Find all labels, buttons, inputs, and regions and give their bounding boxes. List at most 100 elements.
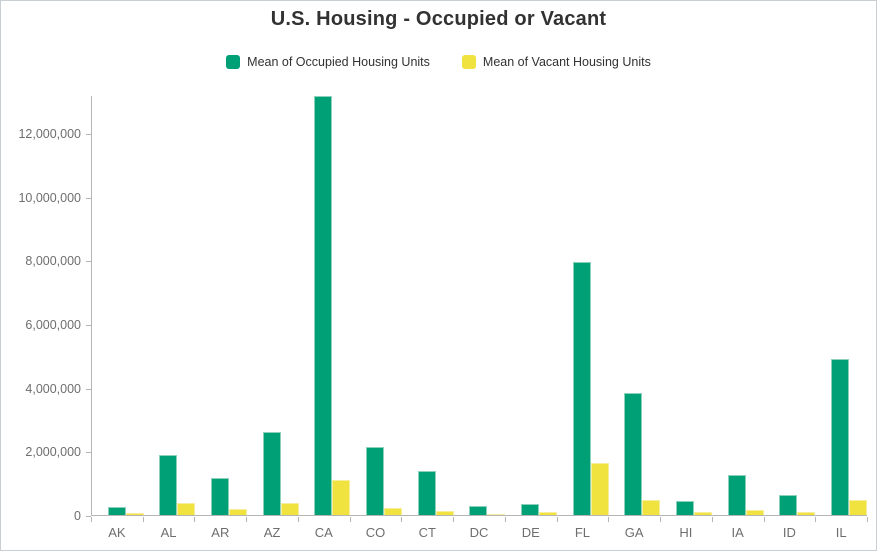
- occupied-bar-ia[interactable]: [727, 474, 746, 515]
- x-axis-label-fl: FL: [574, 525, 591, 540]
- category-slot-dc: [454, 96, 506, 515]
- occupied-bar-ak[interactable]: [107, 507, 126, 515]
- category-slot-co: [350, 96, 403, 515]
- y-axis-label: 2,000,000: [25, 445, 81, 460]
- x-axis-tick: [711, 517, 713, 522]
- x-axis-tick: [660, 517, 662, 522]
- x-axis-tick: [349, 517, 351, 522]
- x-axis-tick: [297, 517, 299, 522]
- occupied-bar-ca[interactable]: [314, 96, 333, 515]
- vacant-bar-id[interactable]: [797, 512, 816, 515]
- y-axis-label: 12,000,000: [18, 126, 81, 141]
- plot-area: [91, 96, 868, 516]
- vacant-bar-ak[interactable]: [125, 512, 144, 515]
- category-slot-il: [815, 96, 868, 515]
- x-axis-label-ca: CA: [314, 525, 333, 540]
- category-slot-ia: [712, 96, 764, 515]
- vacant-bar-ct[interactable]: [435, 511, 454, 515]
- x-axis-tick: [142, 517, 144, 522]
- x-axis-label-dc: DC: [469, 525, 489, 540]
- x-axis-label-ct: CT: [418, 525, 436, 540]
- x-axis-tick: [556, 517, 558, 522]
- vacant-bar-ar[interactable]: [229, 509, 248, 515]
- category-slot-al: [144, 96, 196, 515]
- x-axis-tick: [763, 517, 765, 522]
- x-axis-tick: [867, 517, 868, 522]
- chart-legend: Mean of Occupied Housing Units Mean of V…: [1, 55, 876, 69]
- x-axis-tick: [194, 517, 196, 522]
- occupied-bar-al[interactable]: [159, 455, 178, 515]
- x-axis-label-al: AL: [160, 525, 177, 540]
- occupied-bar-id[interactable]: [779, 495, 798, 515]
- vacant-bar-hi[interactable]: [694, 512, 713, 515]
- y-axis-tick: [86, 324, 91, 326]
- occupied-bar-ar[interactable]: [211, 478, 230, 515]
- y-axis-tick: [86, 388, 91, 390]
- x-axis-label-co: CO: [365, 525, 386, 540]
- vacant-bar-dc[interactable]: [487, 513, 506, 515]
- y-axis-label: 0: [74, 509, 81, 523]
- occupied-bar-de[interactable]: [521, 504, 540, 515]
- x-axis-tick: [246, 517, 248, 522]
- category-slot-ct: [402, 96, 454, 515]
- x-axis-tick: [91, 517, 92, 522]
- x-axis-label-il: IL: [835, 525, 847, 540]
- chart-title: U.S. Housing - Occupied or Vacant: [270, 8, 607, 30]
- y-axis-tick: [86, 261, 91, 263]
- x-axis-tick: [608, 517, 610, 522]
- category-slot-id: [764, 96, 816, 515]
- x-axis-label-ga: GA: [624, 525, 644, 540]
- y-axis-label: 4,000,000: [25, 381, 81, 396]
- vacant-bar-ia[interactable]: [745, 510, 764, 515]
- occupied-series-swatch-icon: [226, 55, 241, 69]
- y-axis-label: 6,000,000: [25, 317, 81, 332]
- occupied-bar-co[interactable]: [366, 447, 385, 515]
- x-axis-tick: [401, 517, 403, 522]
- x-axis-tick: [504, 517, 506, 522]
- x-axis-label-id: ID: [782, 525, 796, 540]
- legend-label-vacant: Mean of Vacant Housing Units: [482, 55, 651, 69]
- occupied-bar-az[interactable]: [262, 431, 281, 515]
- occupied-bar-il[interactable]: [831, 358, 850, 515]
- vacant-bar-de[interactable]: [539, 512, 558, 515]
- y-axis-label: 8,000,000: [25, 254, 81, 269]
- vacant-bar-az[interactable]: [280, 503, 299, 515]
- y-axis-tick: [86, 516, 91, 517]
- legend-item-vacant[interactable]: Mean of Vacant Housing Units: [461, 55, 651, 69]
- occupied-bar-hi[interactable]: [676, 501, 695, 515]
- legend-label-occupied: Mean of Occupied Housing Units: [247, 55, 430, 69]
- occupied-bar-fl[interactable]: [572, 261, 591, 515]
- x-axis-label-de: DE: [521, 525, 540, 540]
- x-axis-label-ak: AK: [108, 525, 126, 540]
- y-axis-label: 10,000,000: [18, 190, 81, 205]
- y-axis-tick: [86, 452, 91, 454]
- legend-item-occupied[interactable]: Mean of Occupied Housing Units: [226, 55, 430, 69]
- vacant-bar-co[interactable]: [384, 508, 403, 515]
- x-axis-tick: [815, 517, 817, 522]
- vacant-series-swatch-icon: [461, 55, 476, 69]
- vacant-bar-al[interactable]: [177, 503, 196, 515]
- occupied-bar-ga[interactable]: [624, 393, 643, 515]
- occupied-bar-ct[interactable]: [417, 471, 436, 515]
- x-axis-label-az: AZ: [263, 525, 281, 540]
- vacant-bar-ga[interactable]: [642, 500, 661, 515]
- category-slot-ca: [299, 96, 351, 515]
- x-axis-label-hi: HI: [679, 525, 693, 540]
- category-slot-az: [247, 96, 299, 515]
- vacant-bar-il[interactable]: [849, 500, 868, 515]
- occupied-bar-dc[interactable]: [469, 506, 488, 515]
- vacant-bar-fl[interactable]: [590, 463, 609, 515]
- category-slot-ar: [195, 96, 248, 515]
- category-slot-ak: [92, 96, 144, 515]
- category-slot-fl: [557, 96, 609, 515]
- y-axis-tick: [86, 133, 91, 135]
- y-axis-tick: [86, 197, 91, 199]
- vacant-bar-ca[interactable]: [332, 479, 351, 515]
- category-slot-hi: [660, 96, 713, 515]
- category-slot-ga: [609, 96, 661, 515]
- x-axis-label-ar: AR: [211, 525, 230, 540]
- category-slot-de: [505, 96, 558, 515]
- x-axis-tick: [453, 517, 455, 522]
